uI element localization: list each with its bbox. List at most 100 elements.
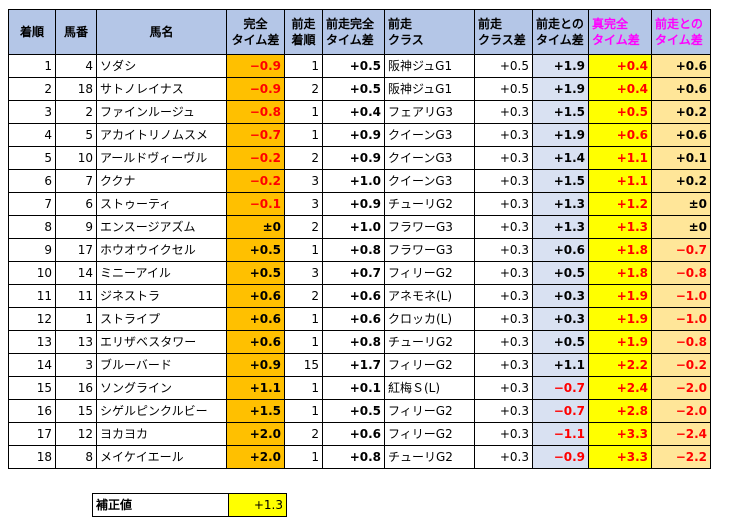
cell-complete-time-diff: −0.8 (226, 100, 285, 124)
cell-time-diff-vs-prev: +1.3 (532, 215, 589, 239)
cell-prev-finish: 2 (284, 284, 323, 308)
cell-horse-number: 1 (55, 307, 97, 331)
table-row: 3 2 ファインルージュ −0.8 1 +0.4 フェアリG3 +0.3 +1.5 +0.5 +0.… (8, 100, 711, 124)
cell-time-diff-vs-prev-2: ±0 (651, 192, 711, 216)
cell-prev-class: クイーンG3 (384, 169, 475, 193)
cell-time-diff-vs-prev: −1.1 (532, 422, 589, 446)
cell-prev-complete-time-diff: +0.6 (322, 307, 385, 331)
cell-prev-complete-time-diff: +0.5 (322, 399, 385, 423)
table-row: 12 1 ストライプ +0.6 1 +0.6 クロッカ(L) +0.3 +0.3 +1.9 −1.0 (8, 307, 711, 331)
cell-class-diff: +0.3 (474, 100, 533, 124)
cell-horse-number: 2 (55, 100, 97, 124)
cell-time-diff-vs-prev: +1.9 (532, 123, 589, 147)
table-row: 5 10 アールドヴィーヴル −0.2 2 +0.9 クイーンG3 +0.3 +1.4 +1.1 +… (8, 146, 711, 170)
cell-finish: 11 (8, 284, 56, 308)
cell-horse-name: サトノレイナス (96, 77, 227, 101)
cell-time-diff-vs-prev: −0.9 (532, 445, 589, 469)
cell-finish: 1 (8, 54, 56, 78)
cell-finish: 3 (8, 100, 56, 124)
cell-finish: 14 (8, 353, 56, 377)
cell-prev-class: 紅梅Ｓ(L) (384, 376, 475, 400)
cell-true-complete-time-diff: +1.3 (588, 215, 652, 239)
cell-prev-finish: 3 (284, 169, 323, 193)
cell-complete-time-diff: +1.1 (226, 376, 285, 400)
table-row: 11 11 ジネストラ +0.6 2 +0.6 アネモネ(L) +0.3 +0.3 +1.9 −1.… (8, 284, 711, 308)
cell-class-diff: +0.3 (474, 192, 533, 216)
cell-horse-name: ヨカヨカ (96, 422, 227, 446)
cell-finish: 9 (8, 238, 56, 262)
correction-label: 補正値 (92, 493, 229, 517)
cell-complete-time-diff: +0.5 (226, 238, 285, 262)
cell-finish: 16 (8, 399, 56, 423)
cell-class-diff: +0.3 (474, 376, 533, 400)
cell-horse-name: ファインルージュ (96, 100, 227, 124)
cell-horse-name: ククナ (96, 169, 227, 193)
cell-horse-name: シゲルピンクルビー (96, 399, 227, 423)
cell-time-diff-vs-prev: +1.9 (532, 54, 589, 78)
cell-prev-complete-time-diff: +0.1 (322, 376, 385, 400)
cell-prev-class: チューリG2 (384, 330, 475, 354)
cell-prev-finish: 3 (284, 261, 323, 285)
cell-prev-finish: 1 (284, 123, 323, 147)
cell-prev-complete-time-diff: +0.6 (322, 422, 385, 446)
table-row: 4 5 アカイトリノムスメ −0.7 1 +0.9 クイーンG3 +0.3 +1.9 +0.6 +0… (8, 123, 711, 147)
cell-horse-number: 3 (55, 353, 97, 377)
cell-horse-number: 9 (55, 215, 97, 239)
cell-prev-class: 阪神ジュG1 (384, 54, 475, 78)
cell-prev-class: フィリーG2 (384, 353, 475, 377)
cell-finish: 4 (8, 123, 56, 147)
cell-true-complete-time-diff: +2.2 (588, 353, 652, 377)
cell-complete-time-diff: ±0 (226, 215, 285, 239)
cell-time-diff-vs-prev-2: −2.0 (651, 376, 711, 400)
cell-time-diff-vs-prev: +1.9 (532, 77, 589, 101)
cell-horse-number: 8 (55, 445, 97, 469)
cell-time-diff-vs-prev-2: −0.8 (651, 261, 711, 285)
cell-horse-name: メイケイエール (96, 445, 227, 469)
cell-time-diff-vs-prev: −0.7 (532, 376, 589, 400)
header-prev-finish: 前走 着順 (284, 9, 323, 55)
cell-prev-complete-time-diff: +1.0 (322, 169, 385, 193)
cell-horse-number: 14 (55, 261, 97, 285)
cell-prev-finish: 2 (284, 77, 323, 101)
table-row: 18 8 メイケイエール +2.0 1 +0.8 チューリG2 +0.3 −0.9 +3.3 −2.… (8, 445, 711, 469)
cell-time-diff-vs-prev: +1.5 (532, 100, 589, 124)
table-row: 15 16 ソングライン +1.1 1 +0.1 紅梅Ｓ(L) +0.3 −0.7 +2.4 −2.… (8, 376, 711, 400)
cell-finish: 8 (8, 215, 56, 239)
cell-horse-name: ストライプ (96, 307, 227, 331)
cell-complete-time-diff: +0.5 (226, 261, 285, 285)
table-row: 6 7 ククナ −0.2 3 +1.0 クイーンG3 +0.3 +1.5 +1.1 +0.2 (8, 169, 711, 193)
cell-complete-time-diff: −0.2 (226, 169, 285, 193)
cell-class-diff: +0.3 (474, 215, 533, 239)
cell-class-diff: +0.3 (474, 146, 533, 170)
cell-horse-name: アールドヴィーヴル (96, 146, 227, 170)
table-row: 1 4 ソダシ −0.9 1 +0.5 阪神ジュG1 +0.5 +1.9 +0.4 +0.6 (8, 54, 711, 78)
cell-true-complete-time-diff: +1.8 (588, 261, 652, 285)
table-row: 10 14 ミニーアイル +0.5 3 +0.7 フィリーG2 +0.3 +0.5 +1.8 −0.… (8, 261, 711, 285)
cell-prev-finish: 2 (284, 422, 323, 446)
header-horse-name: 馬名 (96, 9, 227, 55)
cell-horse-name: エンスージアズム (96, 215, 227, 239)
cell-horse-number: 13 (55, 330, 97, 354)
cell-finish: 15 (8, 376, 56, 400)
cell-time-diff-vs-prev: +1.4 (532, 146, 589, 170)
cell-class-diff: +0.3 (474, 330, 533, 354)
cell-class-diff: +0.3 (474, 238, 533, 262)
cell-complete-time-diff: +0.6 (226, 284, 285, 308)
header-class-diff: 前走 クラス差 (474, 9, 533, 55)
table-row: 2 18 サトノレイナス −0.9 2 +0.5 阪神ジュG1 +0.5 +1.9 +0.4 +0.… (8, 77, 711, 101)
cell-time-diff-vs-prev: +0.3 (532, 307, 589, 331)
cell-prev-complete-time-diff: +0.7 (322, 261, 385, 285)
cell-finish: 2 (8, 77, 56, 101)
cell-prev-class: フェアリG3 (384, 100, 475, 124)
header-true-complete-time-diff: 真完全 タイム差 (588, 9, 652, 55)
cell-horse-name: ソングライン (96, 376, 227, 400)
cell-prev-class: 阪神ジュG1 (384, 77, 475, 101)
cell-prev-class: クイーンG3 (384, 146, 475, 170)
cell-time-diff-vs-prev-2: +0.2 (651, 169, 711, 193)
correction-value: +1.3 (228, 493, 287, 517)
cell-time-diff-vs-prev: +0.5 (532, 330, 589, 354)
cell-prev-complete-time-diff: +0.4 (322, 100, 385, 124)
cell-horse-number: 18 (55, 77, 97, 101)
table-row: 9 17 ホウオウイクセル +0.5 1 +0.8 フラワーG3 +0.3 +0.6 +1.8 −0… (8, 238, 711, 262)
cell-prev-finish: 1 (284, 100, 323, 124)
